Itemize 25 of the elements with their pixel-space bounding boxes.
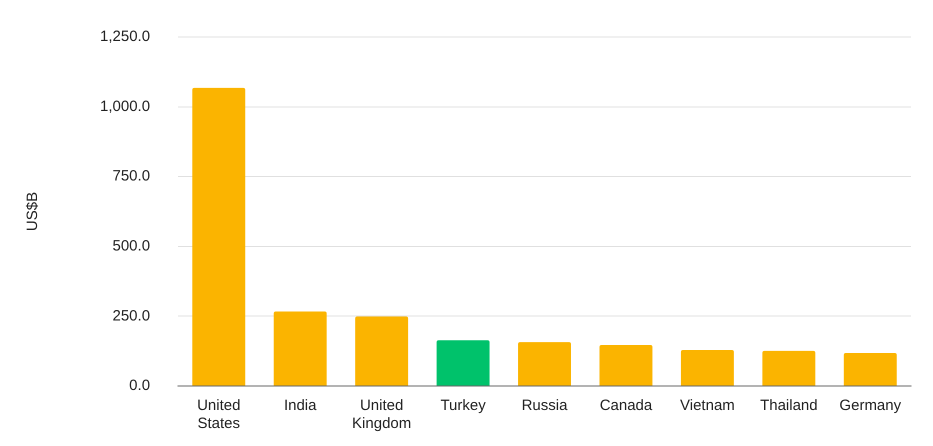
- x-tick-label: Russia: [522, 397, 568, 414]
- y-tick-label: 750.0: [112, 168, 150, 185]
- bar: [436, 340, 490, 386]
- x-tick-label: United States: [197, 397, 240, 432]
- x-tick-label: India: [284, 397, 318, 414]
- bar: [599, 344, 652, 386]
- x-tick-label: United Kingdom: [352, 397, 412, 432]
- y-tick-label: 250.0: [112, 307, 150, 324]
- bar: [355, 316, 408, 386]
- bar: [274, 311, 327, 386]
- x-tick-label: Vietnam: [680, 397, 735, 414]
- y-tick-label: 500.0: [112, 238, 150, 255]
- y-tick-label: 1,000.0: [100, 98, 150, 115]
- bar: [680, 350, 734, 386]
- x-tick-label: Thailand: [760, 397, 818, 414]
- y-tick-label: 0.0: [129, 377, 150, 394]
- y-tick-label: 1,250.0: [100, 28, 150, 46]
- x-tick-label: Turkey: [440, 397, 486, 414]
- x-tick-label: Germany: [839, 397, 902, 414]
- y-axis-title: US$B: [24, 192, 42, 232]
- bar: [192, 88, 246, 386]
- bar: [762, 350, 816, 386]
- bar: [518, 342, 571, 386]
- bar: [844, 353, 897, 386]
- x-tick-label: Canada: [600, 397, 653, 414]
